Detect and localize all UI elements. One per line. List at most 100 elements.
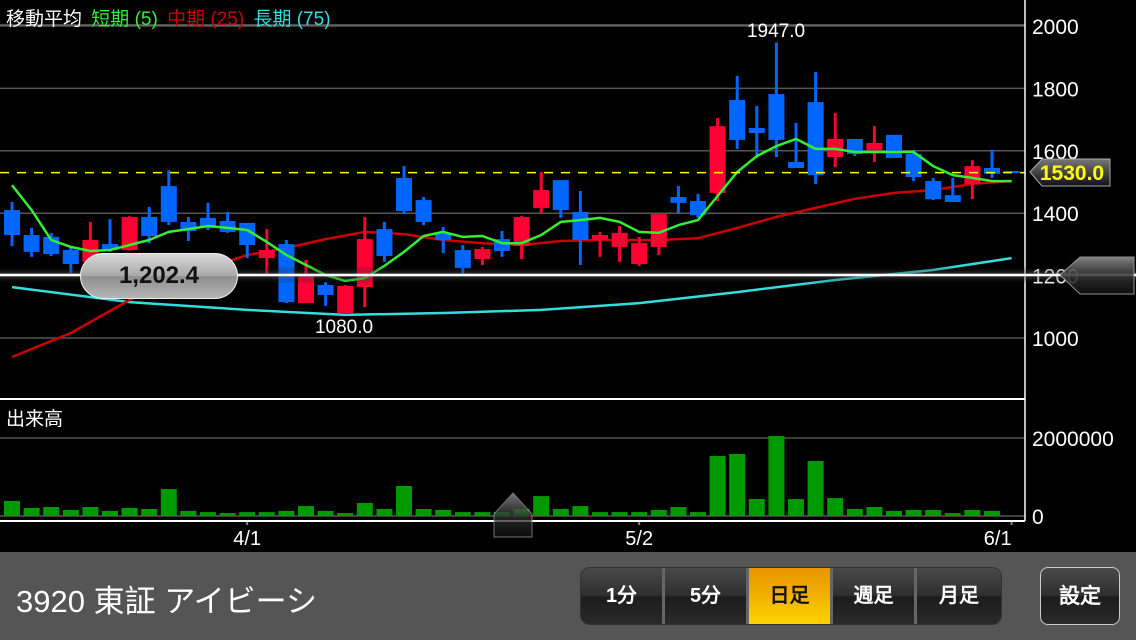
crosshair-value-pill[interactable]: 1,202.4: [80, 253, 238, 299]
legend-short-ma: 短期 (5): [91, 9, 158, 30]
volume-bar: [396, 485, 412, 516]
candle: [866, 126, 883, 163]
volume-axis-labels: 2000000 0: [1032, 428, 1114, 529]
volume-bar: [298, 506, 314, 516]
candle-body: [200, 217, 216, 228]
period-tabs: 1分 5分 日足 週足 月足: [580, 567, 1002, 625]
candles: [4, 42, 1020, 314]
candle-body: [886, 134, 902, 158]
candle: [415, 196, 432, 226]
tab-monthly[interactable]: 月足: [917, 568, 1001, 624]
volume-bar: [886, 510, 902, 516]
volume-bar: [807, 461, 824, 516]
candle: [356, 216, 373, 308]
candle: [944, 177, 961, 202]
volume-bar: [4, 500, 20, 516]
candle-body: [964, 166, 981, 184]
volume-bar: [356, 502, 373, 516]
volume-bar: [258, 512, 275, 516]
volume-bar: [474, 512, 491, 516]
candle: [513, 216, 530, 260]
candle-body: [807, 102, 824, 176]
volume-bar: [572, 506, 589, 516]
volume-bar: [650, 509, 667, 516]
high-price-label: 1947.0: [747, 21, 805, 42]
price-tick-label: 1800: [1032, 78, 1079, 101]
volume-bar: [435, 509, 452, 516]
candle: [23, 227, 40, 257]
volume-bar: [317, 510, 334, 516]
candle: [160, 170, 177, 226]
volume-bar: [219, 513, 236, 516]
candle-body: [513, 216, 530, 246]
volume-bar: [846, 508, 863, 516]
candle: [905, 149, 922, 182]
volume-bar: [415, 508, 432, 516]
candle-body: [4, 210, 20, 236]
tab-5min[interactable]: 5分: [665, 568, 749, 624]
volume-bar: [866, 507, 883, 516]
candle: [317, 282, 334, 306]
tab-weekly[interactable]: 週足: [833, 568, 917, 624]
volume-bar: [552, 508, 569, 516]
legend-title: 移動平均: [6, 9, 83, 30]
footer-bar: 3920 東証 アイビーシ 1分 5分 日足 週足 月足 設定: [0, 552, 1136, 640]
volume-bar: [200, 512, 216, 516]
candle-body: [219, 221, 236, 232]
ma-short-line: [11, 137, 1012, 283]
price-tick-label: 1600: [1032, 141, 1079, 164]
volume-bar: [180, 510, 197, 516]
tab-1min[interactable]: 1分: [581, 568, 665, 624]
candle: [376, 221, 393, 262]
volume-bar: [729, 453, 746, 516]
scroll-handle[interactable]: [493, 492, 533, 538]
candle: [533, 172, 550, 213]
volume-bar: [121, 508, 138, 516]
volume-bar: [102, 510, 118, 516]
price-tick-label: 2000: [1032, 16, 1079, 39]
candle-body: [258, 250, 275, 259]
volume-bar: [62, 509, 79, 516]
current-price-tag: [1029, 158, 1111, 187]
volume-bar: [944, 513, 961, 516]
candle-body: [611, 232, 628, 247]
candle: [43, 232, 60, 256]
date-tick-label: 5/2: [625, 528, 653, 550]
candle-body: [670, 196, 687, 203]
candle-body: [533, 190, 550, 208]
candle: [690, 193, 706, 218]
candle: [729, 75, 746, 149]
volume-bar: [690, 512, 706, 516]
moving-average-legend: 移動平均 短期 (5) 中期 (25) 長期 (75): [6, 4, 335, 31]
tab-daily[interactable]: 日足: [749, 568, 833, 624]
legend-long-ma: 長期 (75): [253, 9, 331, 30]
low-price-label: 1080.0: [315, 317, 373, 338]
candle: [396, 166, 412, 215]
candle-body: [866, 143, 883, 150]
candle-body: [102, 244, 118, 251]
candle: [650, 214, 667, 256]
candle-body: [141, 216, 158, 236]
candle: [846, 138, 863, 157]
current-price-value: 1530.0: [1040, 162, 1104, 185]
volume-bar: [768, 436, 785, 516]
settings-button[interactable]: 設定: [1040, 567, 1120, 625]
candle-body: [631, 243, 648, 265]
candle: [572, 191, 589, 265]
candle: [631, 236, 648, 266]
volume-bar: [827, 498, 844, 516]
volume-bar: [278, 510, 295, 516]
price-axis-labels: 200018001600140012001000: [1032, 16, 1079, 351]
crosshair-handle[interactable]: [1059, 256, 1135, 295]
volume-bar: [23, 508, 40, 516]
volume-bar: [964, 509, 981, 516]
candle-body: [572, 211, 589, 241]
date-tick-label: 6/1: [984, 528, 1012, 550]
date-tick-label: 4/1: [233, 528, 261, 550]
volume-bar: [905, 509, 922, 516]
candle-body: [592, 235, 608, 241]
price-tick-label: 1400: [1032, 203, 1079, 226]
candle-body: [180, 221, 197, 231]
volume-bar: [454, 512, 471, 516]
